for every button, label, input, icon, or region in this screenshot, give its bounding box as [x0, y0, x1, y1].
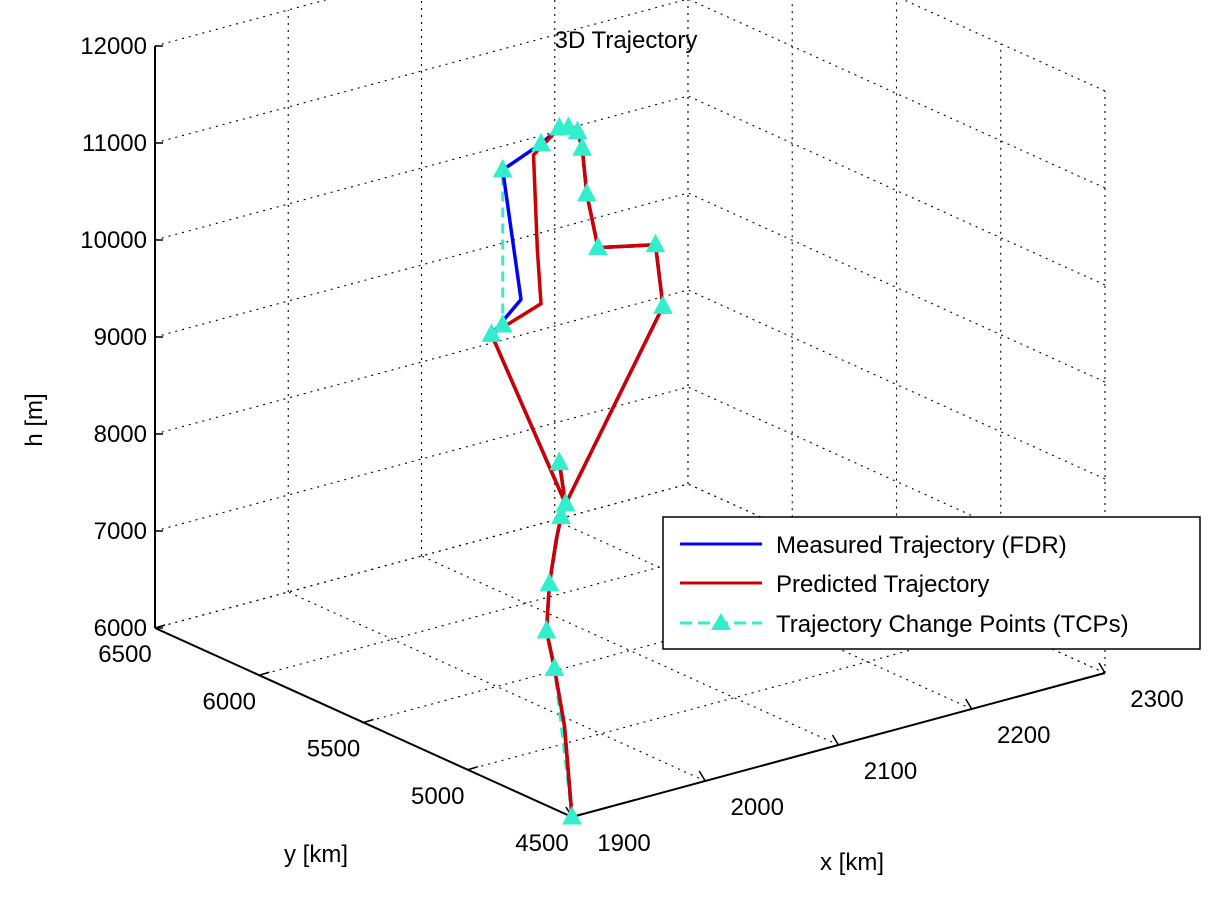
- z-tick-label-6: 12000: [80, 33, 147, 60]
- x-tick-label-4: 2300: [1130, 686, 1183, 713]
- tcp-marker-18: [555, 492, 576, 512]
- x-tick-label-1: 2000: [731, 794, 784, 821]
- y-tick-label-3: 6000: [203, 688, 256, 715]
- tcp-marker-1: [544, 657, 565, 676]
- grid-backwall-z-4: [154, 95, 689, 241]
- x-tick-label-0: 1900: [597, 830, 650, 857]
- grid-floor-y-1: [467, 625, 1001, 771]
- grid-floor-y-2: [363, 577, 897, 724]
- label-layer: 3D Trajectory x [km] y [km] h [m] 1900 20…: [21, 27, 1184, 876]
- tcp-marker-8: [492, 158, 513, 178]
- z-tick-label-0: 6000: [94, 615, 147, 642]
- grid-backwall-z-0: [154, 483, 689, 629]
- tcp-marker-2: [536, 619, 557, 639]
- y-tick-mark-1: [467, 766, 478, 771]
- tcp-marker-19: [549, 451, 570, 471]
- legend-label-predicted: Predicted Trajectory: [776, 571, 989, 598]
- z-axis-label: h [m]: [21, 393, 48, 446]
- z-tick-label-1: 7000: [94, 518, 147, 545]
- legend-marker-tcps: [711, 613, 731, 630]
- y-tick-mark-3: [259, 671, 270, 676]
- z-tick-label-4: 10000: [80, 227, 147, 254]
- y-axis-label: y [km]: [284, 841, 348, 868]
- tcp-marker-12: [567, 120, 588, 140]
- x-tick-mark-1: [698, 770, 706, 782]
- legend-label-measured: Measured Trajectory (FDR): [776, 532, 1067, 559]
- y-tick-mark-2: [363, 718, 374, 724]
- x-axis-label: x [km]: [820, 849, 884, 876]
- z-tick-label-5: 11000: [82, 130, 147, 157]
- tcp-marker-14: [576, 182, 597, 202]
- grid-layer: [154, 0, 1106, 818]
- tcp-marker-13: [572, 137, 593, 156]
- x-tick-mark-4: [1098, 662, 1106, 674]
- tcp-marker-6: [481, 323, 502, 342]
- grid-sidewall-z-4: [687, 95, 1106, 286]
- y-tick-label-1: 5000: [411, 783, 464, 810]
- grid-backwall-z-6: [154, 0, 328, 47]
- y-tick-label-0: 4500: [515, 830, 568, 857]
- x-tick-label-3: 2200: [997, 722, 1050, 749]
- tcp-marker-17: [653, 295, 673, 314]
- grid-floor-y-3: [259, 530, 793, 676]
- tcp-marker-3: [539, 572, 560, 592]
- y-tick-label-4: 6500: [98, 641, 151, 668]
- tcp-marker-0: [562, 805, 582, 825]
- chart-title: 3D Trajectory: [555, 27, 698, 54]
- legend-box: [662, 516, 1201, 650]
- legend: Measured Trajectory (FDR) Predicted Traj…: [662, 516, 1201, 650]
- grid-backwall-z-3: [154, 192, 689, 338]
- grid-backwall-z-1: [154, 386, 689, 532]
- series-line-predicted: [489, 125, 665, 818]
- y-tick-label-2: 5500: [307, 736, 360, 763]
- grid-backwall-z-5: [154, 0, 687, 144]
- series-line-measured: [489, 125, 665, 818]
- x-tick-label-2: 2100: [864, 758, 917, 785]
- z-tick-label-3: 9000: [94, 324, 147, 351]
- x-tick-mark-2: [831, 734, 840, 746]
- tcp-marker-9: [531, 132, 551, 152]
- z-tick-label-2: 8000: [94, 421, 147, 448]
- tcp-marker-16: [645, 233, 666, 253]
- series-line-tcps: [490, 125, 665, 818]
- series-layer: [481, 116, 673, 825]
- axis-layer: [154, 45, 1106, 818]
- tcp-marker-15: [588, 236, 608, 256]
- tcp-marker-7: [492, 313, 513, 333]
- x-tick-mark-3: [965, 698, 973, 710]
- grid-backwall-z-2: [154, 289, 689, 435]
- legend-label-tcps: Trajectory Change Points (TCPs): [776, 611, 1129, 638]
- tcp-marker-4: [551, 505, 571, 524]
